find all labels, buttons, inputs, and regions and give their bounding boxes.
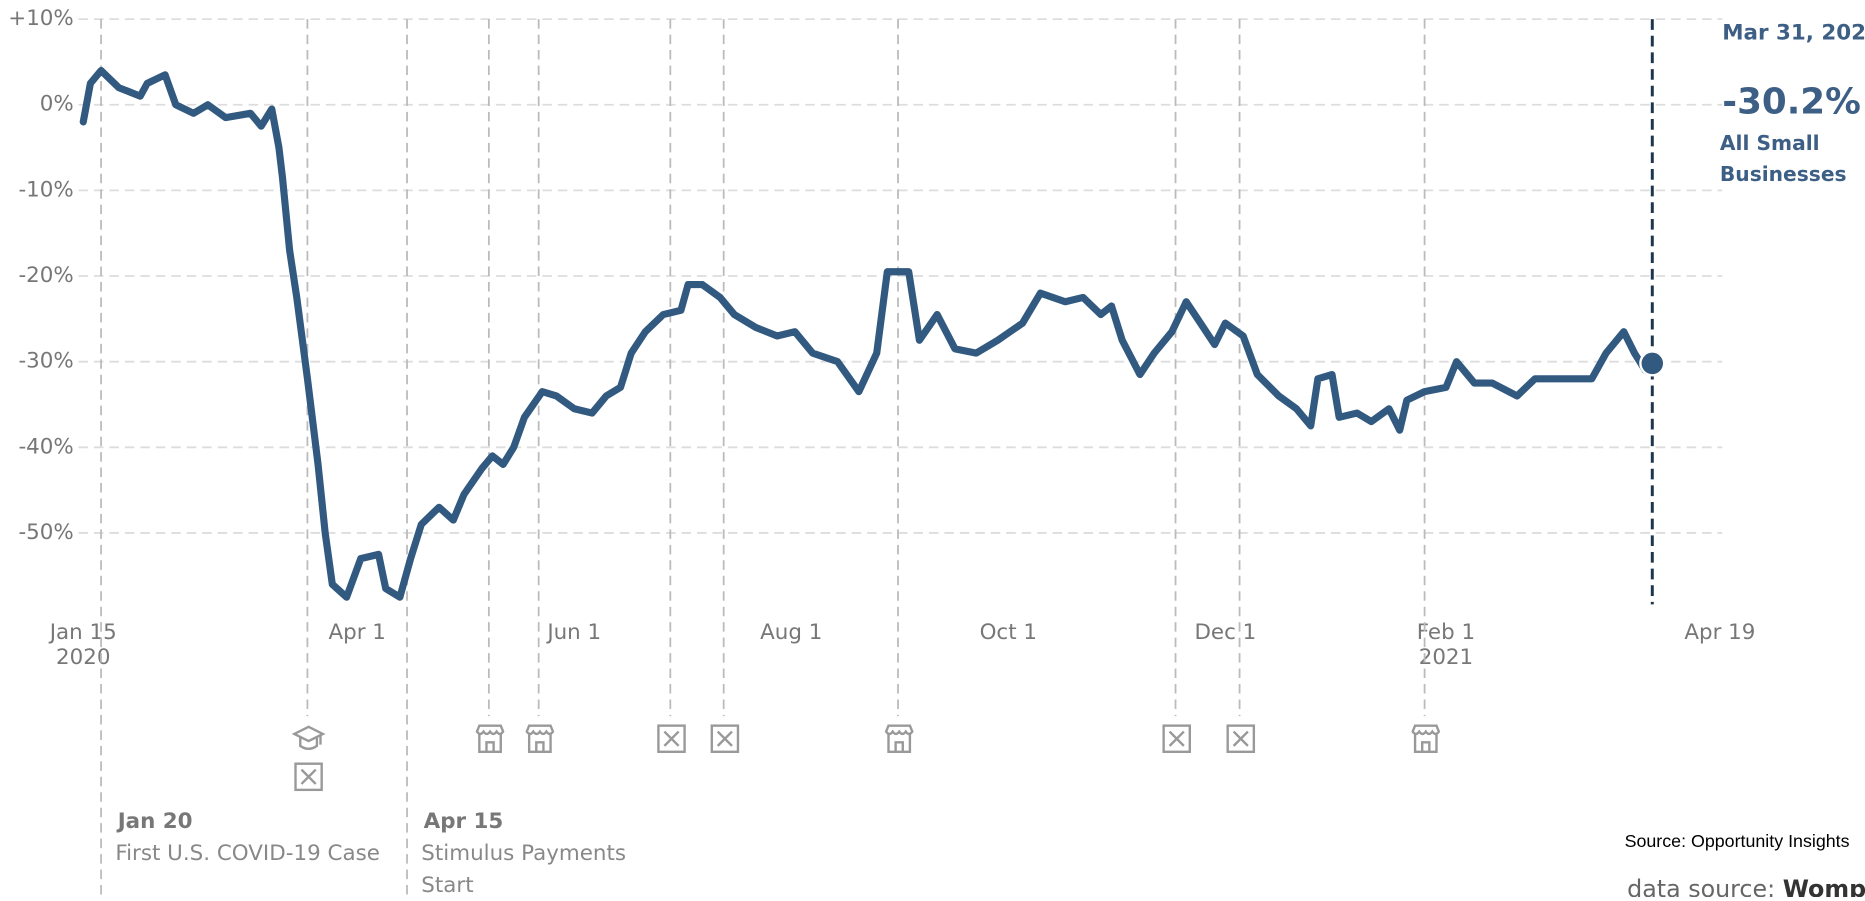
event-icon-store bbox=[1411, 724, 1441, 753]
y-tick-label: -30% bbox=[18, 349, 73, 374]
event-icon-school bbox=[291, 725, 326, 751]
event-icon-store bbox=[525, 724, 555, 753]
end-point bbox=[1639, 350, 1666, 377]
source: Source: Opportunity Insights bbox=[1625, 831, 1850, 851]
x-tick-label: Feb 1 bbox=[1417, 620, 1475, 645]
x-tick-label: Oct 1 bbox=[980, 620, 1037, 645]
event-icon-store bbox=[884, 724, 914, 753]
y-tick-label: -10% bbox=[18, 177, 73, 202]
icon-awning bbox=[475, 724, 505, 736]
event-icon-closed bbox=[1226, 724, 1256, 753]
event-icon-closed bbox=[294, 762, 323, 792]
event-date: Jan 20 bbox=[116, 809, 193, 834]
event-date: Apr 15 bbox=[424, 809, 504, 834]
data-source-label: data source: bbox=[1627, 874, 1775, 897]
event-icon-store bbox=[475, 724, 505, 753]
icon-cross bbox=[716, 730, 733, 747]
event-icon-closed bbox=[1162, 724, 1191, 753]
icon-cross bbox=[1168, 730, 1185, 747]
icon-body bbox=[1413, 733, 1438, 753]
x-tick-label: Dec 1 bbox=[1194, 620, 1256, 645]
icon-cross bbox=[1232, 730, 1249, 747]
event-text-box: Stimulus Payments Start bbox=[421, 841, 627, 898]
icon-box bbox=[710, 724, 740, 753]
y-tick-label: -20% bbox=[18, 263, 73, 288]
event-text: First U.S. COVID-19 Case bbox=[115, 841, 380, 866]
x-tick-label: Aug 1 bbox=[760, 620, 822, 645]
event-icon-closed bbox=[710, 724, 740, 753]
icon-awning bbox=[884, 724, 914, 736]
icon-cap-base bbox=[299, 735, 322, 751]
end-text: All Small Businesses bbox=[1719, 132, 1847, 187]
x-tick-label: Jun 1 bbox=[545, 620, 601, 645]
icon-cross bbox=[663, 730, 680, 747]
end-value-label: -30.2% bbox=[1722, 82, 1861, 123]
icon-cap bbox=[291, 725, 326, 743]
series-line bbox=[79, 66, 1656, 601]
icon-awning bbox=[1411, 724, 1441, 736]
x-tick-year: 2021 bbox=[1419, 645, 1473, 670]
y-tick-label: -40% bbox=[18, 434, 73, 459]
event-text: Stimulus Payments Start bbox=[421, 841, 627, 898]
data-source-name: Womply bbox=[1783, 874, 1865, 897]
y-tick-label: +10% bbox=[8, 6, 73, 31]
data-source: data source: Womply bbox=[1627, 874, 1865, 897]
icon-awning bbox=[525, 724, 555, 736]
y-tick-label: 0% bbox=[40, 92, 74, 117]
icon-body bbox=[527, 733, 552, 753]
icon-cross bbox=[300, 768, 317, 785]
end-text-box: All Small Businesses bbox=[1719, 132, 1847, 187]
event-icon-closed bbox=[657, 724, 686, 753]
event-text-box: First U.S. COVID-19 Case bbox=[115, 841, 380, 866]
end-date: Mar 31, 2021 bbox=[1722, 20, 1865, 45]
x-tick-label: Apr 19 bbox=[1684, 620, 1755, 645]
icon-body bbox=[887, 733, 912, 753]
y-tick-label: -50% bbox=[18, 520, 73, 545]
icon-body bbox=[478, 733, 502, 753]
x-tick-label: Jan 15 bbox=[48, 620, 117, 645]
x-tick-label: Apr 1 bbox=[329, 620, 386, 645]
x-tick-year: 2020 bbox=[56, 645, 110, 670]
